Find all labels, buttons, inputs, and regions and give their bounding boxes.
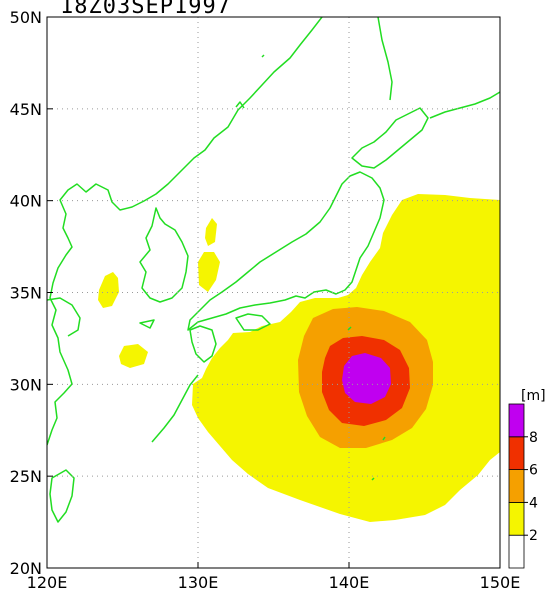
lat-tick-label: 25N [10,467,42,486]
coast-taiwan [49,469,75,523]
lat-tick-label: 45N [10,100,42,119]
contour-2m-island-a [98,272,119,308]
lat-tick-label: 30N [10,375,42,394]
lat-tick-label: 20N [10,559,42,578]
map-title: 18Z03SEP1997 [60,0,231,19]
coast-kyushu [189,325,217,363]
coast-kuril [429,91,500,119]
colorbar-segment [508,469,525,503]
coast-small-islands [139,54,386,481]
colorbar-label: 6 [529,463,538,479]
coast-shikoku [235,313,271,331]
coast-sakhalin [377,17,393,101]
gridlines [47,17,500,568]
colorbar-segment [508,501,525,536]
coast-china-lowlands [47,297,81,337]
colorbar-unit: [m] [521,388,546,404]
lon-tick-label: 120E [27,573,68,592]
colorbar-segment [508,436,525,470]
plot-area [47,17,500,568]
colorbar-segment [508,534,525,569]
axis-ticks: 120E 130E 140E 150E 20N 25N 30N 35N 40N 45N 50N [10,8,521,592]
coast-honshu [187,171,385,331]
colorbar-label: 8 [529,430,538,446]
lon-tick-label: 130E [178,573,219,592]
contour-2m-island-c [198,252,220,292]
coast-korea [139,207,189,303]
coastlines [47,17,500,523]
colorbar-label: 4 [529,495,538,511]
lat-tick-label: 50N [10,8,42,27]
coast-asia-mainland [47,17,323,446]
contour-2m-island-d [205,218,217,246]
coast-ryukyu [151,374,199,443]
colorbar-segment [508,403,525,438]
contour-2m-island-b [119,344,148,368]
lon-tick-label: 150E [480,573,521,592]
contour-8m [342,353,391,404]
colorbar-label: 2 [529,528,538,544]
coast-hokkaido [351,107,429,169]
lat-tick-label: 40N [10,192,42,211]
colorbar: [m] 2 4 6 8 [508,388,546,569]
lon-tick-label: 140E [329,573,370,592]
lat-tick-label: 35N [10,284,42,303]
